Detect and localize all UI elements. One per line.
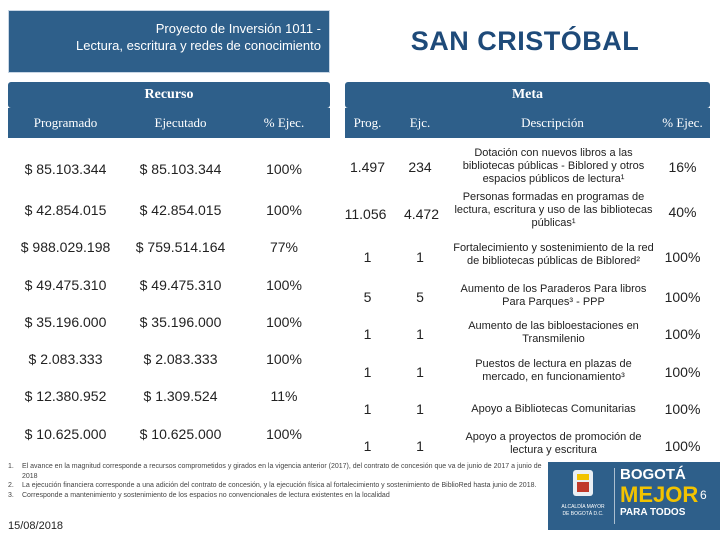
footnote: 2. La ejecución financiera corresponde a … xyxy=(8,481,548,491)
recurso-pct-4: 100% xyxy=(266,276,302,293)
col-ejecutado: Ejecutado xyxy=(123,108,238,138)
meta-ejc-4: 5 xyxy=(416,289,424,305)
alcaldia-text-line2: DE BOGOTÁ D.C. xyxy=(562,510,603,517)
footnote-number: 1. xyxy=(8,463,14,470)
meta-desc-6: Puestos de lectura en plazas de mercado,… xyxy=(475,358,632,383)
recurso-programado-8: $ 10.625.000 xyxy=(24,425,107,442)
recurso-pct-6: 100% xyxy=(266,350,302,367)
recurso-ejecutado-3: $ 759.514.164 xyxy=(135,238,226,255)
footnote-number: 3. xyxy=(8,491,14,499)
recurso-pct-2: 100% xyxy=(266,201,302,218)
recurso-programado-6: $ 2.083.333 xyxy=(28,350,103,367)
recurso-ejecutado-2: $ 42.854.015 xyxy=(139,201,222,218)
recurso-programado-3: $ 988.029.198 xyxy=(20,238,111,255)
recurso-programado-2: $ 42.854.015 xyxy=(24,201,107,218)
col-descripcion: Descripción xyxy=(450,108,655,138)
recurso-pct-5: 100% xyxy=(266,313,302,330)
meta-ejc-5: 1 xyxy=(416,326,424,342)
meta-desc-8: Apoyo a proyectos de promoción de lectur… xyxy=(465,431,642,456)
meta-prog-6: 1 xyxy=(363,364,372,380)
alcaldia-emblem-icon xyxy=(573,470,593,496)
meta-desc-3: Fortalecimiento y sostenimiento de la re… xyxy=(453,241,654,267)
recurso-programado-4: $ 49.475.310 xyxy=(24,276,107,293)
col-prog: Prog. xyxy=(345,108,390,138)
meta-pct-7: 100% xyxy=(664,401,701,417)
meta-desc-1: Dotación con nuevos libros a las bibliot… xyxy=(462,147,645,185)
meta-desc-5: Aumento de las bibloestaciones en Transm… xyxy=(468,320,639,345)
meta-pct-3: 100% xyxy=(664,249,701,265)
footnote: 1. El avance en la magnitud corresponde a… xyxy=(8,462,548,481)
recurso-ejecutado-8: $ 10.625.000 xyxy=(139,425,222,442)
meta-prog-7: 1 xyxy=(363,401,372,417)
footnote-number: 2. xyxy=(8,482,14,489)
meta-ejc-6: 1 xyxy=(416,364,424,380)
recurso-ejecutado-5: $ 35.196.000 xyxy=(139,313,222,330)
meta-ejc-1: 234 xyxy=(408,159,432,175)
footnote-text: El avance en la magnitud corresponde a r… xyxy=(22,463,542,480)
recurso-pct-1: 100% xyxy=(266,160,302,177)
meta-ejc-7: 1 xyxy=(416,401,424,417)
bogota-logo-line3: PARA TODOS xyxy=(620,507,686,518)
alcaldia-logo: ALCALDÍA MAYOR DE BOGOTÁ D.C. xyxy=(561,470,605,517)
meta-prog-3: 1 xyxy=(363,249,372,265)
col-pct-ejec-recurso: % Ejec. xyxy=(238,108,330,138)
meta-ejc-8: 1 xyxy=(416,438,424,454)
footnote: 3. Corresponde a mantenimiento y sostenim… xyxy=(8,491,548,501)
meta-prog-5: 1 xyxy=(363,326,372,342)
project-title-box: Proyecto de Inversión 1011 - Lectura, es… xyxy=(8,10,330,73)
meta-pct-6: 100% xyxy=(664,364,701,380)
project-title-line2: Lectura, escritura y redes de conocimien… xyxy=(76,38,321,53)
recurso-pct-7: 11% xyxy=(270,387,298,404)
recurso-ejecutado-7: $ 1.309.524 xyxy=(143,387,218,404)
recurso-programado-7: $ 12.380.952 xyxy=(24,387,107,404)
recurso-ejecutado-6: $ 2.083.333 xyxy=(143,350,218,367)
recurso-programado-5: $ 35.196.000 xyxy=(24,313,107,330)
col-programado: Programado xyxy=(8,108,123,138)
meta-desc-2: Personas formadas en programas de lectur… xyxy=(454,191,653,229)
meta-ejc-3: 1 xyxy=(416,249,424,265)
bogota-logo-line2: MEJOR xyxy=(620,482,699,507)
bogota-mejor-logo: BOGOTÁ MEJOR PARA TODOS xyxy=(620,466,700,520)
meta-pct-1: 16% xyxy=(668,159,697,175)
logo-divider xyxy=(614,468,615,524)
meta-desc-7: Apoyo a Bibliotecas Comunitarias xyxy=(471,402,636,415)
recurso-programado-1: $ 85.103.344 xyxy=(24,160,107,177)
bogota-logo-line1: BOGOTÁ xyxy=(620,466,686,483)
col-pct-ejec-meta: % Ejec. xyxy=(655,108,710,138)
city-title: SAN CRISTÓBAL xyxy=(410,26,640,56)
meta-pct-8: 100% xyxy=(664,438,701,454)
recurso-ejecutado-1: $ 85.103.344 xyxy=(139,160,222,177)
recurso-section-header: Recurso xyxy=(8,82,330,108)
page-number: 6 xyxy=(700,488,707,502)
meta-desc-4: Aumento de los Paraderos Para libros Par… xyxy=(460,283,647,308)
footnote-text: La ejecución financiera corresponde a un… xyxy=(22,482,537,489)
recurso-ejecutado-4: $ 49.475.310 xyxy=(139,276,222,293)
project-title-line1: Proyecto de Inversión 1011 - xyxy=(155,21,321,36)
meta-pct-4: 100% xyxy=(664,289,701,305)
meta-prog-4: 5 xyxy=(363,289,372,305)
recurso-pct-8: 100% xyxy=(266,425,302,442)
meta-prog-8: 1 xyxy=(363,438,372,454)
alcaldia-text-line1: ALCALDÍA MAYOR xyxy=(561,503,605,510)
meta-section-header: Meta xyxy=(345,82,710,108)
date-label: 15/08/2018 xyxy=(8,520,64,532)
col-ejc: Ejc. xyxy=(390,108,450,138)
meta-prog-1: 1.497 xyxy=(349,159,386,175)
footnotes: 1. El avance en la magnitud corresponde a… xyxy=(8,462,548,500)
meta-ejc-2: 4.472 xyxy=(403,206,440,222)
recurso-pct-3: 77% xyxy=(269,238,299,255)
footnote-text: Corresponde a mantenimiento y sostenimie… xyxy=(22,491,390,499)
meta-pct-2: 40% xyxy=(668,204,697,220)
meta-prog-2: 11.056 xyxy=(344,206,387,222)
meta-pct-5: 100% xyxy=(664,326,701,342)
